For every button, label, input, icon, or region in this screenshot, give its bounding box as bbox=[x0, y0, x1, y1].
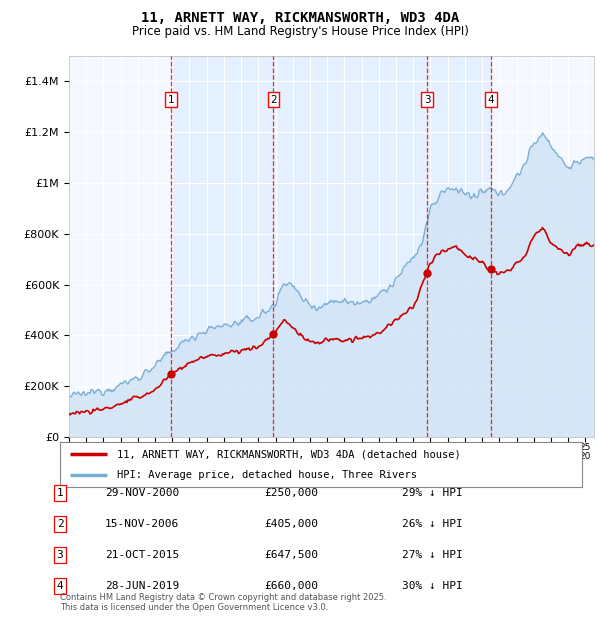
Text: 1: 1 bbox=[167, 95, 174, 105]
Text: 2: 2 bbox=[270, 95, 277, 105]
Text: Contains HM Land Registry data © Crown copyright and database right 2025.
This d: Contains HM Land Registry data © Crown c… bbox=[60, 593, 386, 612]
Bar bbox=[427, 56, 491, 437]
Bar bbox=[274, 56, 427, 437]
Text: 30% ↓ HPI: 30% ↓ HPI bbox=[402, 581, 463, 591]
Text: 21-OCT-2015: 21-OCT-2015 bbox=[105, 550, 179, 560]
Text: 4: 4 bbox=[56, 581, 64, 591]
Text: 15-NOV-2006: 15-NOV-2006 bbox=[105, 519, 179, 529]
Text: Price paid vs. HM Land Registry's House Price Index (HPI): Price paid vs. HM Land Registry's House … bbox=[131, 25, 469, 38]
Text: £660,000: £660,000 bbox=[264, 581, 318, 591]
Text: 28-JUN-2019: 28-JUN-2019 bbox=[105, 581, 179, 591]
Text: 26% ↓ HPI: 26% ↓ HPI bbox=[402, 519, 463, 529]
Text: 2: 2 bbox=[56, 519, 64, 529]
Text: HPI: Average price, detached house, Three Rivers: HPI: Average price, detached house, Thre… bbox=[118, 469, 418, 480]
Text: 3: 3 bbox=[56, 550, 64, 560]
Text: £250,000: £250,000 bbox=[264, 488, 318, 498]
Text: 11, ARNETT WAY, RICKMANSWORTH, WD3 4DA (detached house): 11, ARNETT WAY, RICKMANSWORTH, WD3 4DA (… bbox=[118, 449, 461, 459]
Text: 11, ARNETT WAY, RICKMANSWORTH, WD3 4DA: 11, ARNETT WAY, RICKMANSWORTH, WD3 4DA bbox=[141, 11, 459, 25]
Text: £647,500: £647,500 bbox=[264, 550, 318, 560]
Text: 27% ↓ HPI: 27% ↓ HPI bbox=[402, 550, 463, 560]
Bar bbox=[171, 56, 274, 437]
Text: 4: 4 bbox=[487, 95, 494, 105]
Text: 1: 1 bbox=[56, 488, 64, 498]
Text: 3: 3 bbox=[424, 95, 430, 105]
Text: 29-NOV-2000: 29-NOV-2000 bbox=[105, 488, 179, 498]
Text: £405,000: £405,000 bbox=[264, 519, 318, 529]
Text: 29% ↓ HPI: 29% ↓ HPI bbox=[402, 488, 463, 498]
